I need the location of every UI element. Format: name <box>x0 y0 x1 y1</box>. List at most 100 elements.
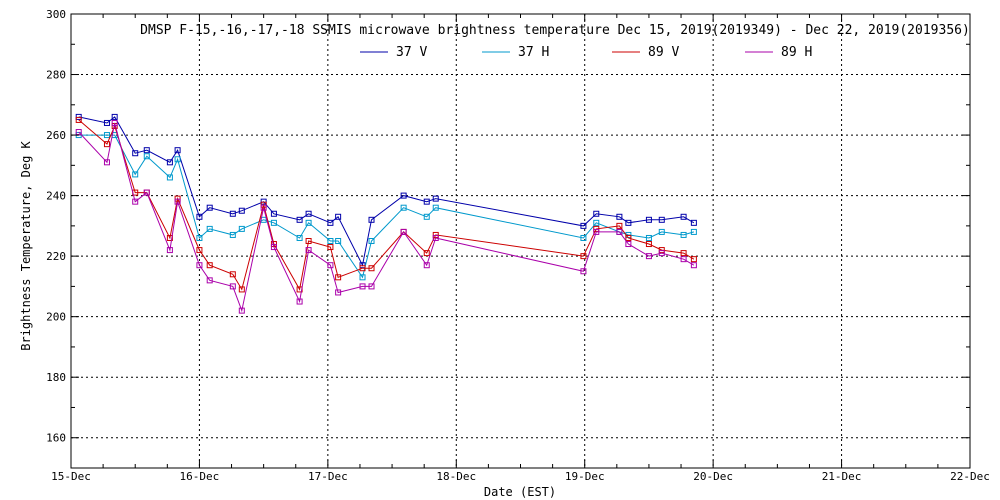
data-point-marker <box>616 222 623 229</box>
data-point-marker <box>690 262 697 269</box>
x-axis-title: Date (EST) <box>484 485 556 499</box>
axis-layer: 160 180 200 220 240 260 280 300 15-Dec 16-Dec 17-D… <box>46 8 990 483</box>
grid-layer <box>71 14 970 468</box>
plot-frame <box>70 13 971 469</box>
data-point-marker <box>625 234 632 241</box>
series-layer <box>75 113 697 314</box>
data-point-marker <box>103 119 110 126</box>
data-point-marker <box>368 265 375 272</box>
data-point-marker <box>296 298 303 305</box>
x-tick-label: 19-Dec <box>565 470 605 483</box>
x-tick-label: 15-Dec <box>51 470 91 483</box>
data-point-marker <box>111 113 118 120</box>
data-point-marker <box>166 174 173 181</box>
data-point-marker <box>174 147 181 154</box>
data-point-marker <box>260 204 267 211</box>
data-point-marker <box>143 153 150 160</box>
y-tick-label: 240 <box>46 190 66 203</box>
x-tick-label: 22-Dec <box>950 470 990 483</box>
data-point-marker <box>616 228 623 235</box>
data-point-marker <box>593 225 600 232</box>
data-point-marker <box>229 283 236 290</box>
data-point-marker <box>423 262 430 269</box>
data-point-marker <box>238 286 245 293</box>
data-point-marker <box>132 150 139 157</box>
data-point-marker <box>206 277 213 284</box>
data-point-marker <box>305 238 312 244</box>
data-point-marker <box>132 198 139 205</box>
data-point-marker <box>75 129 82 136</box>
data-point-marker <box>658 250 665 257</box>
data-point-marker <box>196 247 203 254</box>
data-point-marker <box>616 213 623 220</box>
data-point-marker <box>400 228 407 235</box>
data-point-marker <box>593 210 600 217</box>
data-point-marker <box>335 238 342 244</box>
data-point-marker <box>270 210 277 217</box>
data-point-marker <box>580 234 587 241</box>
data-point-marker <box>143 147 150 154</box>
data-point-marker <box>166 234 173 241</box>
data-point-marker <box>335 274 342 281</box>
x-tick-label: 16-Dec <box>180 470 220 483</box>
data-point-marker <box>296 234 303 241</box>
data-point-marker <box>270 219 277 226</box>
data-point-marker <box>368 238 375 244</box>
data-point-marker <box>368 216 375 223</box>
y-tick-label: 260 <box>46 129 66 142</box>
data-point-marker <box>206 204 213 211</box>
data-point-marker <box>238 307 245 314</box>
data-point-marker <box>196 262 203 269</box>
data-point-marker <box>690 256 697 263</box>
y-tick-label: 220 <box>46 250 66 263</box>
legend: 37 V 37 H 89 V 89 H <box>360 45 812 60</box>
data-point-marker <box>593 228 600 235</box>
data-point-marker <box>206 225 213 232</box>
data-point-marker <box>238 225 245 232</box>
data-point-marker <box>229 271 236 278</box>
data-point-marker <box>400 192 407 199</box>
y-axis-title: Brightness Temperature, Deg K <box>19 140 33 350</box>
data-point-marker <box>174 198 181 205</box>
data-point-marker <box>625 219 632 226</box>
data-point-marker <box>645 241 652 248</box>
data-point-marker <box>143 189 150 196</box>
data-point-marker <box>680 250 687 257</box>
data-point-marker <box>645 253 652 260</box>
data-point-marker <box>645 234 652 241</box>
data-point-marker <box>680 256 687 263</box>
data-point-marker <box>580 222 587 229</box>
data-point-marker <box>166 159 173 166</box>
data-point-marker <box>359 274 366 281</box>
y-tick-label: 180 <box>46 371 66 384</box>
x-tick-label: 17-Dec <box>308 470 348 483</box>
data-point-marker <box>359 265 366 272</box>
data-point-marker <box>196 234 203 241</box>
data-point-marker <box>400 204 407 211</box>
data-point-marker <box>335 289 342 296</box>
data-point-marker <box>690 228 697 235</box>
legend-label: 37 H <box>518 45 549 60</box>
data-point-marker <box>229 210 236 217</box>
data-point-marker <box>174 195 181 202</box>
legend-label: 37 V <box>396 45 427 60</box>
data-point-marker <box>229 231 236 238</box>
data-point-marker <box>327 219 334 226</box>
data-point-marker <box>423 250 430 257</box>
data-point-marker <box>432 231 439 238</box>
data-point-marker <box>305 210 312 217</box>
data-point-marker <box>305 219 312 226</box>
series-line-37-h <box>78 134 695 279</box>
data-point-marker <box>580 268 587 275</box>
data-point-marker <box>645 216 652 223</box>
data-point-marker <box>658 247 665 254</box>
data-point-marker <box>327 262 334 269</box>
data-point-marker <box>111 119 118 126</box>
y-tick-label: 280 <box>46 69 66 82</box>
data-point-marker <box>680 213 687 220</box>
data-point-marker <box>658 228 665 235</box>
data-point-marker <box>305 247 312 254</box>
data-point-marker <box>580 253 587 260</box>
data-point-marker <box>432 204 439 211</box>
